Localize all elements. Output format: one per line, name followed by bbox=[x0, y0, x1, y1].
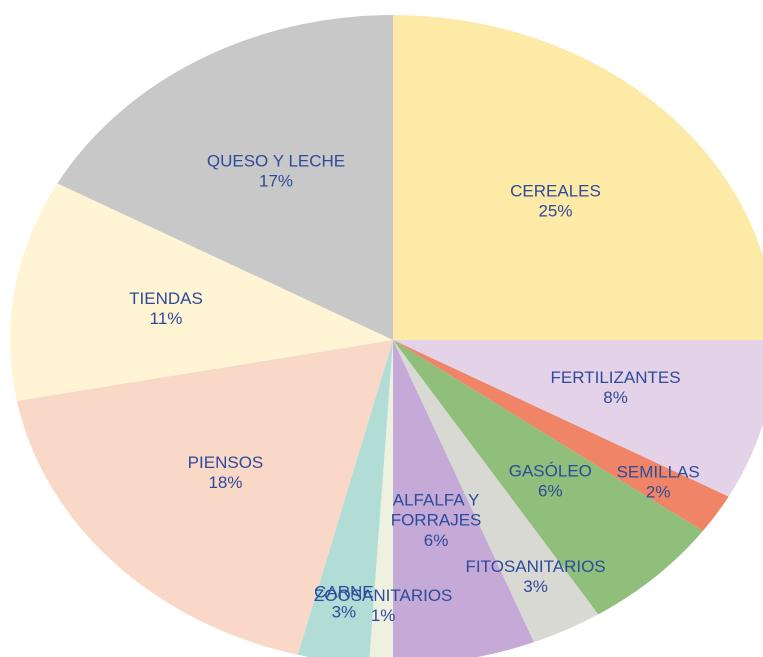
slice-label: ALFALFA Y FORRAJES bbox=[391, 491, 482, 530]
slice-value-label: 6% bbox=[538, 482, 563, 501]
slice-value-label: 11% bbox=[150, 309, 183, 328]
slice-label: GASÓLEO bbox=[509, 462, 592, 481]
pie-slice bbox=[393, 340, 763, 497]
pie-slice bbox=[393, 340, 703, 615]
pie-slice bbox=[393, 15, 763, 340]
pie-slice bbox=[16, 340, 393, 655]
slice-value-label: 18% bbox=[208, 473, 242, 492]
slice-value-label: 3% bbox=[523, 577, 548, 596]
slice-label: FERTILIZANTES bbox=[551, 368, 681, 387]
slice-label: QUESO Y LECHE bbox=[207, 152, 345, 171]
pie-slice bbox=[369, 340, 393, 657]
slice-value-label: 3% bbox=[332, 603, 357, 622]
pie-slice bbox=[297, 340, 393, 657]
slice-label: PIENSOS bbox=[188, 453, 264, 472]
pie-slice bbox=[393, 340, 534, 657]
slice-label: FITOSANITARIOS bbox=[466, 557, 606, 576]
slice-label: CEREALES bbox=[510, 182, 601, 201]
slice-label: CARNE bbox=[314, 583, 374, 602]
slice-value-label: 6% bbox=[424, 531, 449, 550]
pie-slice bbox=[10, 183, 394, 401]
slice-value-label: 1% bbox=[371, 606, 396, 625]
slice-label: SEMILLAS bbox=[617, 462, 700, 481]
slice-label: TIENDAS bbox=[129, 289, 203, 308]
pie-slice bbox=[393, 340, 599, 643]
slice-label: ZOOSANITARIOS bbox=[314, 586, 453, 605]
pie-slice bbox=[393, 340, 729, 532]
slice-value-label: 2% bbox=[646, 482, 671, 501]
pie-slice bbox=[57, 15, 393, 340]
slice-value-label: 17% bbox=[259, 172, 293, 191]
slice-value-label: 25% bbox=[538, 202, 572, 221]
slice-value-label: 8% bbox=[603, 388, 628, 407]
